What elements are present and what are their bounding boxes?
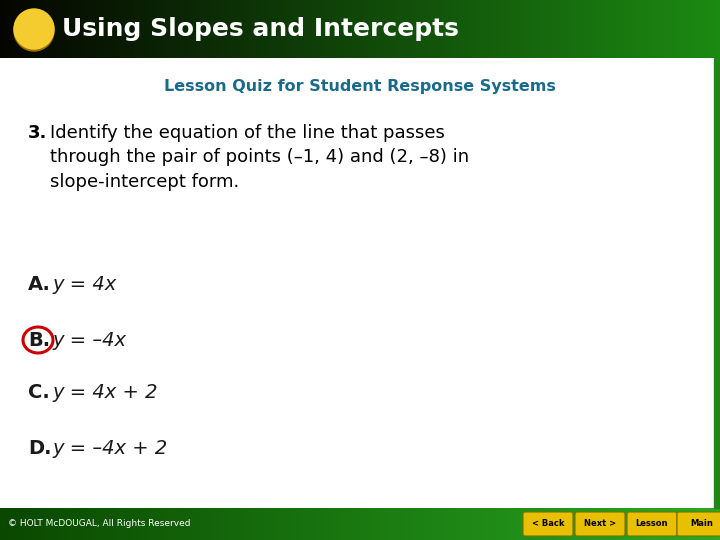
Text: B.: B. bbox=[28, 330, 50, 349]
Text: 3.: 3. bbox=[28, 124, 48, 142]
Text: < Back: < Back bbox=[532, 519, 564, 529]
Text: Next >: Next > bbox=[584, 519, 616, 529]
Text: Using Slopes and Intercepts: Using Slopes and Intercepts bbox=[62, 17, 459, 41]
Circle shape bbox=[14, 11, 54, 51]
Text: Lesson Quiz for Student Response Systems: Lesson Quiz for Student Response Systems bbox=[164, 78, 556, 93]
FancyBboxPatch shape bbox=[575, 512, 625, 536]
FancyBboxPatch shape bbox=[677, 512, 720, 536]
Text: © HOLT McDOUGAL, All Rights Reserved: © HOLT McDOUGAL, All Rights Reserved bbox=[8, 519, 191, 529]
Circle shape bbox=[14, 9, 54, 49]
Text: Identify the equation of the line that passes
through the pair of points (–1, 4): Identify the equation of the line that p… bbox=[50, 124, 469, 191]
Text: Main: Main bbox=[690, 519, 714, 529]
Text: C.: C. bbox=[28, 383, 50, 402]
Bar bbox=[714, 58, 720, 508]
Text: D.: D. bbox=[28, 438, 52, 457]
Text: y = 4x + 2: y = 4x + 2 bbox=[52, 383, 158, 402]
Text: Lesson: Lesson bbox=[636, 519, 668, 529]
Text: A.: A. bbox=[28, 275, 51, 294]
Text: y = –4x: y = –4x bbox=[52, 330, 126, 349]
FancyBboxPatch shape bbox=[627, 512, 677, 536]
Text: y = –4x + 2: y = –4x + 2 bbox=[52, 438, 167, 457]
FancyBboxPatch shape bbox=[523, 512, 573, 536]
Text: y = 4x: y = 4x bbox=[52, 275, 116, 294]
